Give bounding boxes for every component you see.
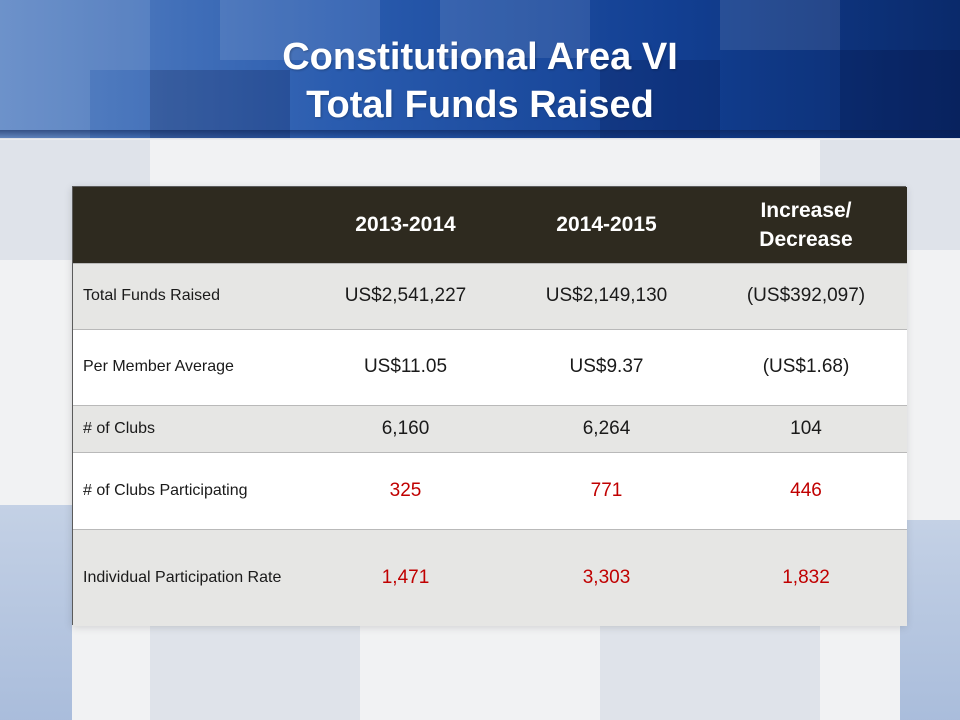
table-row: Per Member Average US$11.05 US$9.37 (US$… [73,329,907,405]
table-cell: 6,160 [381,417,430,439]
row-label: Per Member Average [83,358,234,375]
table-cell: 6,264 [582,417,631,439]
table-cell: US$2,541,227 [344,285,467,306]
page-title: Constitutional Area VI Total Funds Raise… [0,33,960,129]
funds-table: 2013-2014 2014-2015 Increase/ Decrease T… [72,186,907,626]
background-tile [600,625,820,720]
table-cell: (US$392,097) [746,285,866,306]
row-label: # of Clubs Participating [83,481,248,499]
table-cell: 446 [790,479,822,501]
table-cell: 1,832 [782,566,830,588]
background-tile [900,520,960,720]
table-cell: 104 [790,417,822,439]
header-band [0,0,960,138]
title-line-1: Constitutional Area VI [282,36,678,78]
table-cell: US$2,149,130 [545,285,668,306]
row-label: # of Clubs [83,419,156,437]
funds-table-grid: 2013-2014 2014-2015 Increase/ Decrease T… [73,187,907,626]
header-shadow [0,130,960,140]
row-label: Total Funds Raised [83,287,220,304]
table-cell: (US$1.68) [762,356,850,377]
table-cell: US$11.05 [363,356,448,377]
column-header: 2013-2014 [355,213,456,237]
table-cell: 771 [590,479,623,501]
column-header: 2014-2015 [556,213,657,237]
table-header-row: 2013-2014 2014-2015 Increase/ Decrease [73,187,907,263]
column-header [73,187,303,263]
table-row: Individual Participation Rate 1,471 3,30… [73,529,907,626]
table-row: Total Funds Raised US$2,541,227 US$2,149… [73,263,907,329]
table-row: # of Clubs Participating 325 771 446 [73,452,907,529]
title-line-2: Total Funds Raised [306,84,654,126]
table-cell: 1,471 [381,566,430,588]
row-label: Individual Participation Rate [83,568,282,586]
table-cell: 3,303 [582,566,631,588]
background-tile [0,505,72,720]
column-header: Increase/ Decrease [759,198,853,251]
table-cell: 325 [389,479,422,501]
table-row: # of Clubs 6,160 6,264 104 [73,405,907,452]
table-cell: US$9.37 [569,356,644,377]
background-tile [150,625,360,720]
